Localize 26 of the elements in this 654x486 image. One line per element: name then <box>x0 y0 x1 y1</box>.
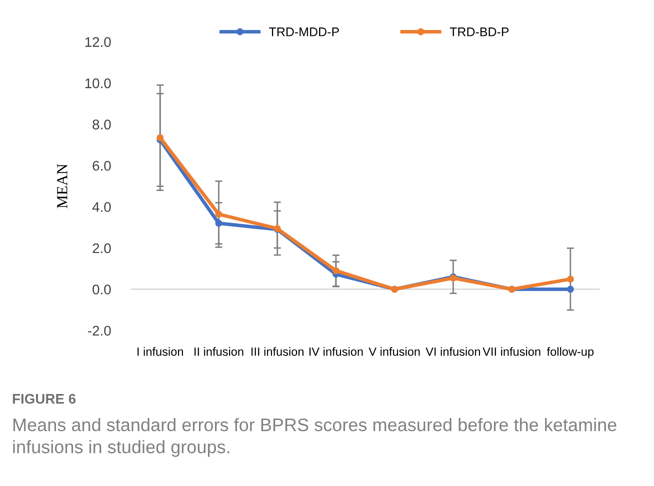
y-tick-label: 6.0 <box>92 160 111 171</box>
x-tick-label: VII infusion <box>482 347 540 356</box>
y-tick-label: -2.0 <box>88 326 111 336</box>
y-tick-label: 10.0 <box>85 78 111 88</box>
point <box>215 210 222 218</box>
point <box>566 286 574 293</box>
point <box>215 220 222 227</box>
x-tick-label: VI infusion <box>426 347 480 356</box>
caption: FIGURE 6 <box>12 394 76 404</box>
x-tick-label: II infusion <box>194 347 244 356</box>
x-tick-label: III infusion <box>252 347 304 356</box>
point <box>566 276 574 283</box>
text: Means and standard errors for BPRS scores measured before the ketamine infusions in studied groups. <box>13 418 616 457</box>
legend-label: TRD-MDD-P <box>269 28 339 36</box>
y-tick-label: 0.0 <box>92 284 111 294</box>
y-tick-label: 8.0 <box>92 120 111 130</box>
point <box>332 267 340 274</box>
y-axis-title: MEAN <box>57 164 68 208</box>
y-tick-label: 4.0 <box>92 202 111 212</box>
x-tick-label: I infusion <box>138 347 183 356</box>
x-tick-label: follow-up <box>546 347 594 358</box>
x-tick-label: V infusion <box>368 347 420 356</box>
legend-label: TRD-BD-P <box>450 28 509 36</box>
y-tick-label: 12.0 <box>85 37 111 47</box>
x-tick-label: IV infusion <box>309 347 363 356</box>
y-tick-label: 2.0 <box>92 243 111 254</box>
